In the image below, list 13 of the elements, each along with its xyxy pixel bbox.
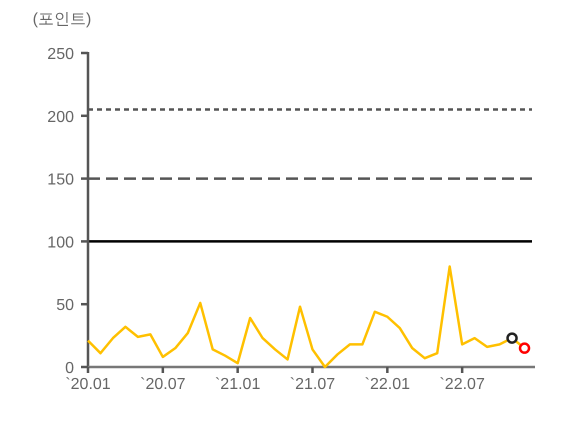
y-tick-label: 150 bbox=[47, 172, 74, 189]
y-tick-label: 200 bbox=[47, 108, 74, 126]
y-axis-title: (포인트) bbox=[32, 11, 92, 28]
x-tick-label: `20.01 bbox=[65, 376, 111, 393]
x-tick-label: `21.07 bbox=[290, 376, 336, 393]
y-tick-label: 250 bbox=[47, 46, 74, 63]
x-tick-label: `21.01 bbox=[214, 376, 260, 393]
y-tick-label: 100 bbox=[47, 234, 74, 252]
x-tick-label: `22.07 bbox=[439, 376, 485, 393]
x-tick-label: `22.01 bbox=[364, 376, 410, 393]
y-tick-label: 0 bbox=[65, 360, 74, 377]
y-tick-label: 50 bbox=[56, 297, 74, 314]
x-tick-label: `20.07 bbox=[140, 376, 186, 393]
